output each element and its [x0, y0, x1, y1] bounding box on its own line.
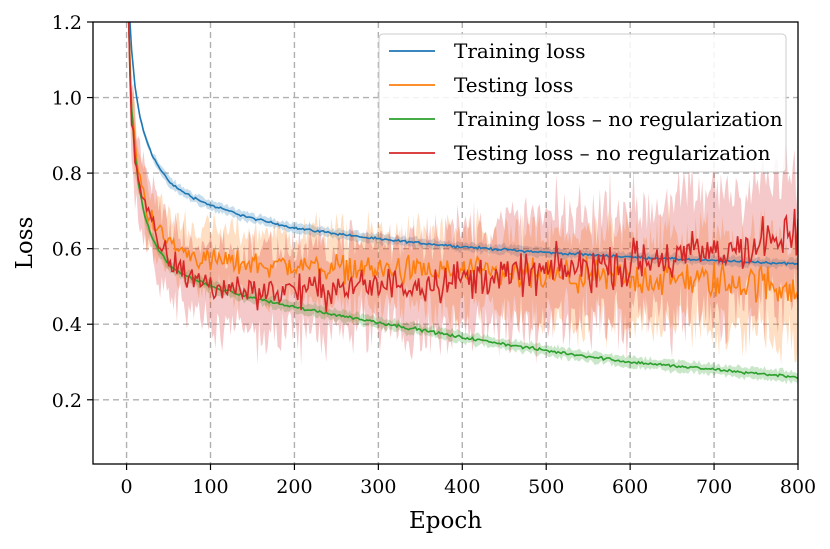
- series-band-1: [128, 22, 798, 366]
- series-line-1: [127, 22, 798, 303]
- x-tick-label: 200: [276, 476, 312, 498]
- x-tick-label: 500: [528, 476, 564, 498]
- plot-frame: [92, 21, 799, 465]
- series-line-2: [127, 22, 798, 380]
- y-tick-label: 0.6: [52, 239, 82, 261]
- tick-layer: 0 100 200 300 400 500 600 700 800 0.2 0.4 0.6 0.8 1.0…: [52, 12, 816, 498]
- legend-label-2: Training loss – no regularization: [454, 107, 783, 131]
- legend-label-1: Testing loss: [454, 73, 573, 97]
- x-tick-label: 800: [780, 476, 816, 498]
- y-axis-title: Loss: [12, 217, 38, 270]
- legend-label-0: Training loss: [454, 39, 586, 63]
- x-tick-label: 300: [360, 476, 396, 498]
- y-tick-label: 1.0: [52, 88, 82, 110]
- y-tick-label: 0.2: [52, 390, 82, 412]
- x-tick-label: 0: [121, 476, 133, 498]
- x-tick-label: 400: [444, 476, 480, 498]
- y-tick-label: 0.8: [52, 163, 82, 185]
- x-tick-label: 600: [612, 476, 648, 498]
- x-axis-title: Epoch: [409, 508, 482, 534]
- x-tick-label: 700: [696, 476, 732, 498]
- legend-label-3: Testing loss – no regularization: [454, 141, 771, 165]
- series-line-3: [127, 22, 798, 312]
- y-tick-label: 1.2: [52, 12, 82, 34]
- y-tick-label: 0.4: [52, 314, 82, 336]
- x-tick-label: 100: [192, 476, 228, 498]
- line-layer: [127, 22, 798, 380]
- legend: Training loss Testing loss Training loss –…: [378, 33, 787, 173]
- legend-box: [378, 33, 787, 173]
